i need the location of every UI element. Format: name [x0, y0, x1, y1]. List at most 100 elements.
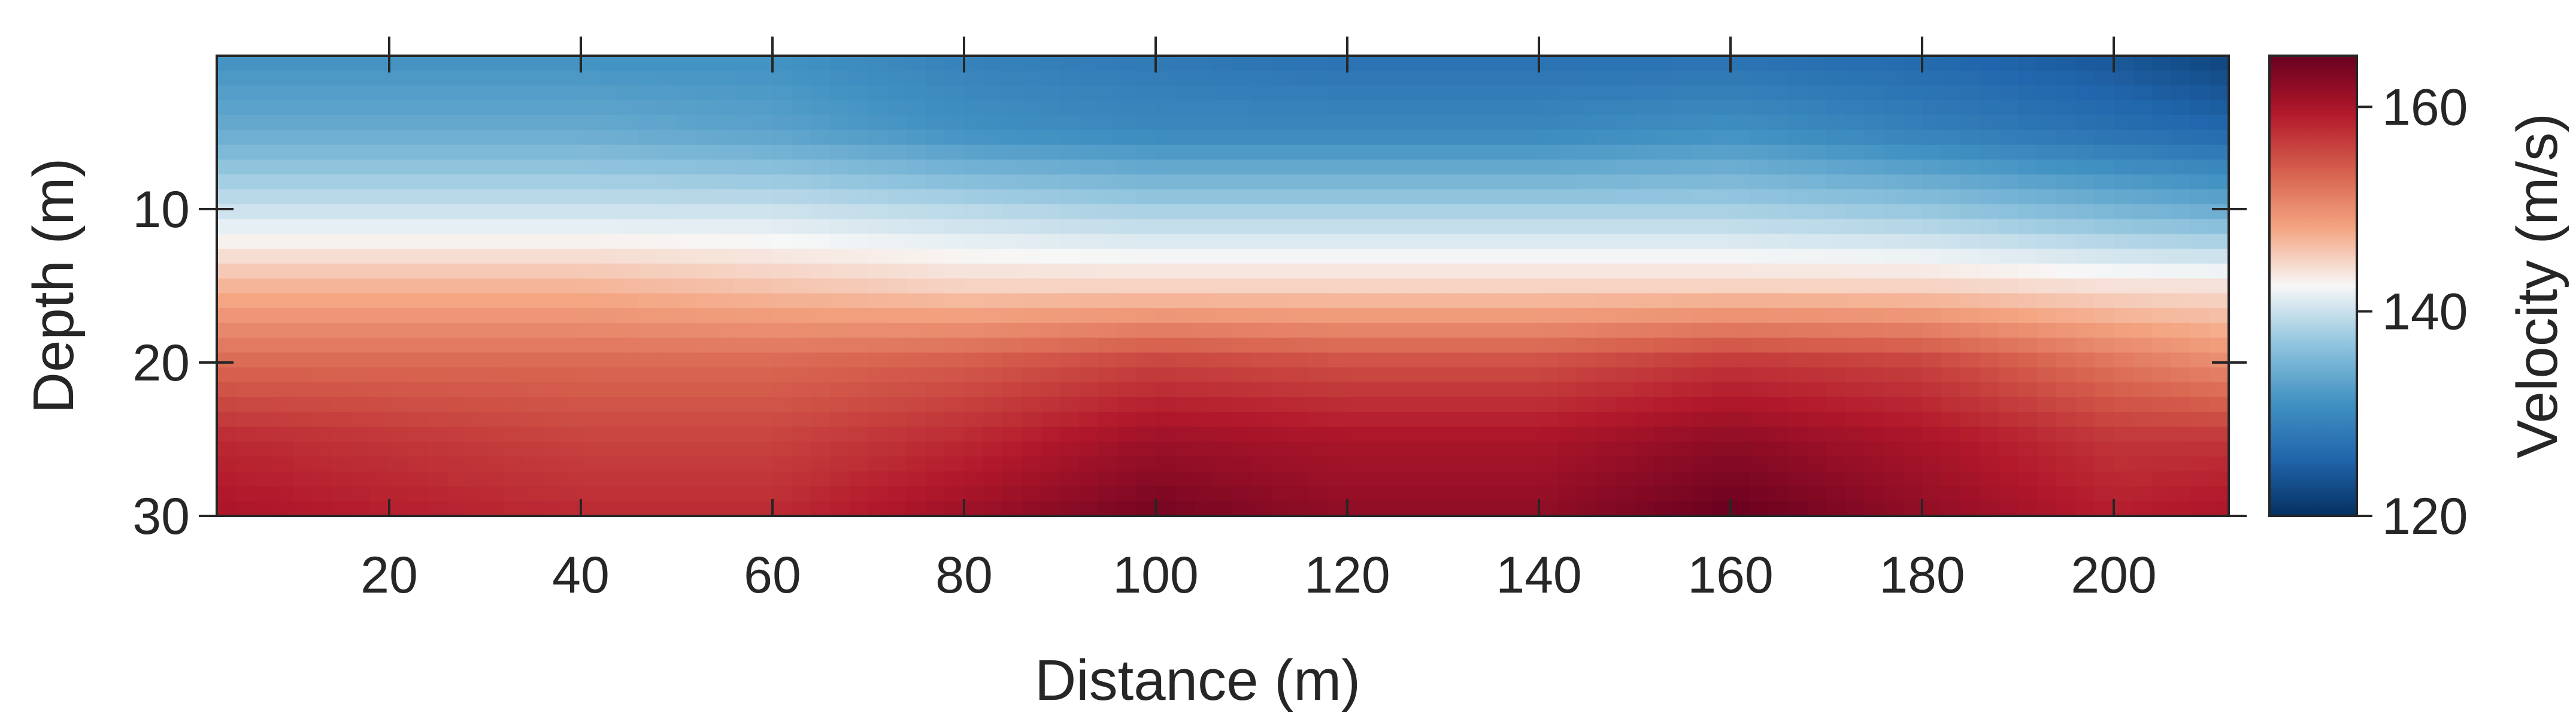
heatmap-cell [2210, 234, 2229, 249]
heatmap-cell [811, 115, 831, 131]
heatmap-cell [1156, 486, 1175, 502]
heatmap-cell [1788, 471, 1808, 487]
heatmap-cell [1232, 442, 1252, 457]
heatmap-cell [313, 263, 332, 279]
heatmap-cell [1462, 129, 1482, 146]
heatmap-cell [849, 382, 869, 398]
heatmap-cell [715, 219, 735, 234]
heatmap-cell [1673, 322, 1693, 339]
heatmap-cell [1251, 352, 1271, 368]
heatmap-cell [1098, 367, 1118, 383]
heatmap-cell [1290, 486, 1310, 502]
heatmap-cell [428, 442, 447, 457]
heatmap-cell [657, 456, 677, 472]
heatmap-cell [562, 159, 581, 175]
heatmap-cell [1290, 100, 1310, 116]
heatmap-cell [1826, 174, 1846, 190]
heatmap-cell [2133, 115, 2153, 131]
heatmap-cell [983, 308, 1003, 324]
heatmap-cell [696, 293, 716, 309]
heatmap-cell [1175, 367, 1195, 383]
heatmap-cell [1960, 174, 1980, 190]
heatmap-cell [2037, 442, 2057, 457]
heatmap-cell [2133, 442, 2153, 457]
heatmap-cell [772, 129, 792, 146]
heatmap-cell [293, 442, 313, 457]
heatmap-cell [1577, 263, 1597, 279]
heatmap-cell [1731, 85, 1750, 101]
heatmap-cell [1558, 85, 1578, 101]
heatmap-cell [217, 308, 237, 324]
heatmap-cell [1731, 263, 1750, 279]
heatmap-cell [543, 412, 562, 427]
heatmap-cell [964, 278, 984, 294]
heatmap-cell [1903, 382, 1923, 398]
heatmap-cell [2133, 219, 2153, 234]
heatmap-cell [1022, 293, 1041, 309]
heatmap-cell [581, 56, 601, 71]
heatmap-cell [447, 367, 466, 383]
heatmap-cell [772, 293, 792, 309]
heatmap-cell [868, 367, 888, 383]
heatmap-cell [2018, 56, 2038, 71]
heatmap-cell [2190, 56, 2210, 71]
heatmap-cell [2056, 219, 2076, 234]
heatmap-cell [715, 159, 735, 175]
heatmap-cell [600, 70, 620, 86]
heatmap-cell [811, 100, 831, 116]
heatmap-cell [2210, 56, 2229, 71]
heatmap-cell [2095, 115, 2114, 131]
heatmap-cell [1347, 249, 1367, 264]
heatmap-cell [1826, 352, 1846, 368]
heatmap-cell [1041, 293, 1060, 309]
heatmap-cell [1807, 308, 1827, 324]
heatmap-cell [964, 352, 984, 368]
heatmap-cell [1194, 100, 1214, 116]
heatmap-cell [1807, 352, 1827, 368]
heatmap-cell [389, 501, 409, 516]
heatmap-cell [1539, 456, 1559, 472]
heatmap-cell [849, 471, 869, 487]
heatmap-cell [274, 322, 294, 339]
heatmap-cell [715, 249, 735, 264]
heatmap-cell [1616, 471, 1635, 487]
heatmap-cell [2114, 412, 2133, 427]
heatmap-cell [1060, 367, 1080, 383]
heatmap-cell [1251, 204, 1271, 220]
heatmap-cell [1137, 337, 1156, 354]
heatmap-cell [600, 486, 620, 502]
heatmap-cell [1366, 352, 1386, 368]
heatmap-cell [964, 100, 984, 116]
heatmap-cell [696, 115, 716, 131]
heatmap-cell [811, 412, 831, 427]
heatmap-cell [2056, 322, 2076, 339]
heatmap-cell [1539, 427, 1559, 442]
heatmap-cell [2018, 322, 2038, 339]
heatmap-cell [1443, 427, 1463, 442]
heatmap-cell [1980, 144, 1999, 161]
heatmap-cell [1481, 85, 1501, 101]
heatmap-cell [1596, 456, 1616, 472]
heatmap-cell [926, 100, 945, 116]
heatmap-cell [408, 70, 428, 86]
heatmap-cell [543, 322, 562, 339]
heatmap-cell [255, 442, 275, 457]
heatmap-cell [581, 144, 601, 161]
heatmap-cell [1750, 174, 1769, 190]
heatmap-cell [2095, 129, 2114, 146]
heatmap-cell [255, 352, 275, 368]
heatmap-cell [849, 412, 869, 427]
heatmap-cell [447, 456, 466, 472]
heatmap-cell [600, 367, 620, 383]
heatmap-cell [1731, 442, 1750, 457]
heatmap-cell [1845, 501, 1865, 516]
heatmap-cell [1711, 249, 1731, 264]
heatmap-cell [543, 174, 562, 190]
heatmap-cell [562, 189, 581, 205]
heatmap-cell [926, 427, 945, 442]
heatmap-cell [313, 412, 332, 427]
heatmap-cell [217, 159, 237, 175]
heatmap-cell [926, 501, 945, 516]
heatmap-cell [1616, 85, 1635, 101]
heatmap-cell [1022, 129, 1041, 146]
